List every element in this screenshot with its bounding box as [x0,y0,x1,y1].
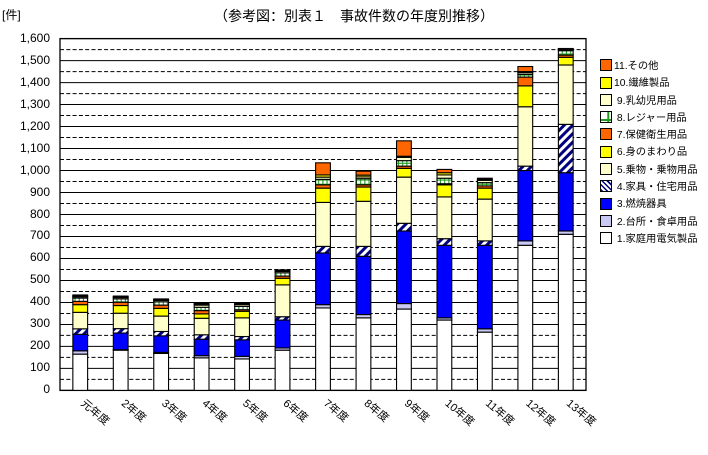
svg-text:13年度: 13年度 [564,396,599,429]
svg-text:9年度: 9年度 [402,396,433,425]
svg-text:11年度: 11年度 [483,396,518,428]
svg-text:10年度: 10年度 [442,396,477,429]
svg-text:2年度: 2年度 [119,396,150,425]
svg-text:6年度: 6年度 [281,396,312,425]
svg-text:3年度: 3年度 [159,396,190,425]
svg-text:7年度: 7年度 [321,396,352,425]
svg-text:8年度: 8年度 [362,396,393,425]
svg-text:5年度: 5年度 [240,396,271,425]
svg-text:元年度: 元年度 [78,396,112,428]
svg-text:12年度: 12年度 [523,396,558,429]
svg-text:4年度: 4年度 [200,396,231,425]
